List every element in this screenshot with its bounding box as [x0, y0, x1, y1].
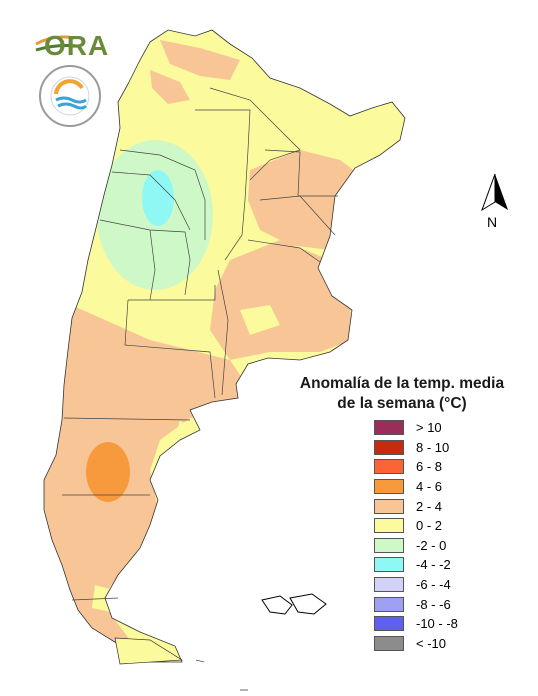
legend-swatch: [374, 537, 404, 553]
legend-swatch: [374, 439, 404, 455]
legend-label: > 10: [416, 420, 442, 436]
legend-swatch: [374, 459, 404, 475]
legend-label: 4 - 6: [416, 479, 443, 495]
legend-item: 2 - 4: [374, 496, 458, 516]
legend-swatch: [374, 557, 404, 573]
legend-label: 8 - 10: [416, 439, 450, 455]
legend-label: < -10: [416, 635, 446, 651]
legend-label: -2 - 0: [416, 537, 447, 553]
legend-swatch: [374, 635, 404, 651]
legend-swatch: [374, 420, 404, 436]
legend-label: -4 - -2: [416, 557, 451, 573]
legend-title: Anomalía de la temp. media de la semana …: [290, 374, 514, 414]
ora-brand-text: ORA: [44, 30, 110, 61]
legend-item: > 10: [374, 418, 458, 438]
legend-item: -10 - -8: [374, 614, 458, 634]
north-label: N: [487, 214, 498, 230]
legend-label: -10 - -8: [416, 616, 458, 632]
legend-item: -4 - -2: [374, 555, 458, 575]
legend-item: 6 - 8: [374, 457, 458, 477]
ora-logo: [34, 28, 114, 62]
legend-label: -6 - -4: [416, 577, 451, 593]
legend-swatch: [374, 596, 404, 612]
legend-swatch: [374, 577, 404, 593]
legend-swatch: [374, 498, 404, 514]
legend-item: 4 - 6: [374, 477, 458, 497]
legend-title-line2: de la semana (°C): [337, 395, 467, 412]
legend-item: -6 - -4: [374, 575, 458, 595]
legend-label: -8 - -6: [416, 596, 451, 612]
legend-swatch: [374, 518, 404, 534]
legend: > 10 8 - 10 6 - 8 4 - 6 2 - 4 0 - 2 -2 - 0 -4 -…: [374, 418, 458, 653]
smn-seal-logo: [38, 64, 102, 128]
malvinas-islands: [261, 593, 327, 615]
legend-item: 8 - 10: [374, 438, 458, 458]
legend-label: 2 - 4: [416, 498, 443, 514]
legend-label: 6 - 8: [416, 459, 443, 475]
legend-item: -8 - -6: [374, 594, 458, 614]
legend-title-line1: Anomalía de la temp. media: [299, 375, 505, 392]
legend-label: 0 - 2: [416, 518, 443, 534]
province-boundaries: [62, 87, 338, 601]
legend-swatch: [374, 479, 404, 495]
legend-item: 0 - 2: [374, 516, 458, 536]
legend-item: -2 - 0: [374, 536, 458, 556]
legend-item: < -10: [374, 634, 458, 654]
legend-swatch: [374, 616, 404, 632]
north-arrow-icon: [480, 172, 510, 234]
